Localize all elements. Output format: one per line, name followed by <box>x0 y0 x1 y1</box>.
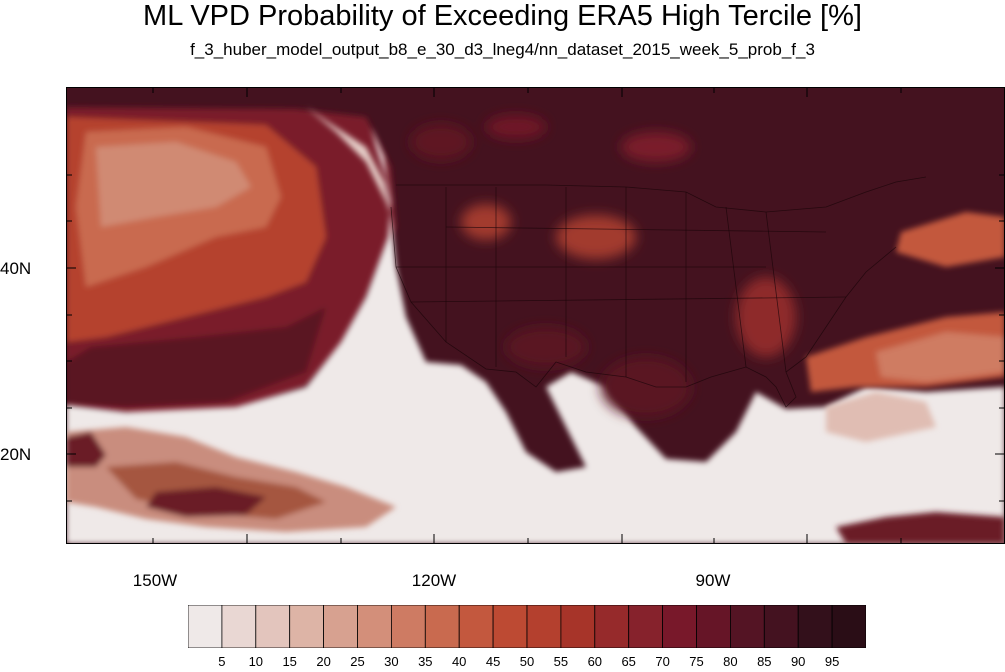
y-tick-label-20n: 20N <box>0 445 32 464</box>
colorbar-label: 5 <box>218 654 226 669</box>
colorbar-swatch <box>492 605 528 648</box>
colorbar-swatch <box>357 605 392 648</box>
colorbar-swatch <box>323 605 358 648</box>
colorbar-label: 30 <box>384 654 399 669</box>
y-tick-label-40n: 40N <box>0 259 32 278</box>
colorbar-label: 60 <box>587 654 603 669</box>
x-tick-label-150w: 150W <box>132 571 178 590</box>
probability-map <box>66 87 1005 544</box>
colorbar <box>188 605 866 648</box>
colorbar-label: 65 <box>621 654 636 669</box>
colorbar-label: 15 <box>282 654 297 669</box>
colorbar-swatch <box>424 605 460 648</box>
colorbar-label: 40 <box>451 654 467 669</box>
colorbar-swatch <box>763 605 799 648</box>
x-ticks <box>152 87 902 544</box>
x-tick-label-120w: 120W <box>411 571 457 590</box>
colorbar-label: 10 <box>248 654 264 669</box>
x-tick-label-90w: 90W <box>695 571 731 590</box>
colorbar-swatch <box>560 605 596 648</box>
low-probability-ocean <box>66 107 1005 544</box>
colorbar-swatch <box>797 605 833 648</box>
colorbar-label: 25 <box>350 654 365 669</box>
colorbar-label: 95 <box>824 654 840 669</box>
pacific-field <box>66 107 396 417</box>
tropical-pacific-field <box>66 427 396 532</box>
colorbar-label: 70 <box>655 654 670 669</box>
colorbar-swatch <box>594 605 630 648</box>
colorbar-swatch <box>458 605 494 648</box>
y-ticks <box>66 174 1005 502</box>
boundary-lines <box>390 176 927 408</box>
colorbar-swatch <box>662 605 697 648</box>
colorbar-label: 75 <box>689 654 704 669</box>
colorbar-label: 80 <box>723 654 738 669</box>
colorbar-swatch <box>730 605 765 648</box>
colorbar-label: 90 <box>790 654 806 669</box>
colorbar-label: 20 <box>316 654 331 669</box>
map-title: ML VPD Probability of Exceeding ERA5 Hig… <box>143 0 862 32</box>
colorbar-label: 55 <box>553 654 569 669</box>
colorbar-swatch <box>221 605 257 648</box>
colorbar-label: 35 <box>418 654 433 669</box>
colorbar-swatch <box>628 605 664 648</box>
colorbar-swatch <box>188 605 223 648</box>
colorbar-label: 45 <box>485 654 501 669</box>
colorbar-swatch <box>831 605 866 648</box>
colorbar-label: 50 <box>519 654 535 669</box>
map-subtitle: f_3_huber_model_output_b8_e_30_d3_lneg4/… <box>190 40 815 59</box>
colorbar-swatch <box>255 605 291 648</box>
colorbar-swatch <box>390 605 426 648</box>
colorbar-label: 85 <box>757 654 772 669</box>
colorbar-swatch <box>696 605 731 648</box>
colorbar-swatch <box>526 605 562 648</box>
continent-field <box>411 115 796 417</box>
colorbar-swatch <box>289 605 324 648</box>
atlantic-field <box>806 212 1005 544</box>
